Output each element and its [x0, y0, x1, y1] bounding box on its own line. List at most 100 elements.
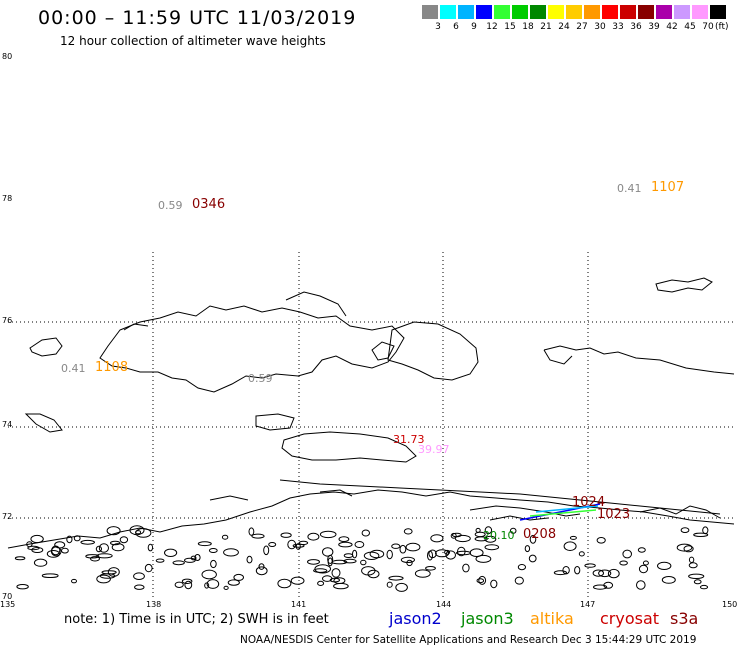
- lake: [85, 554, 100, 559]
- lake: [693, 532, 709, 537]
- coast-segment: [489, 515, 549, 521]
- legend-label: 36: [630, 22, 642, 32]
- lake: [227, 579, 240, 586]
- lake: [702, 526, 709, 535]
- coast-segment: [209, 495, 249, 501]
- lake: [33, 558, 48, 567]
- lake: [391, 543, 401, 549]
- observation-time: 1023: [597, 507, 631, 522]
- lake: [73, 535, 81, 542]
- legend-swatch: [422, 5, 438, 19]
- lake: [258, 563, 265, 570]
- lake: [184, 580, 193, 590]
- lake: [484, 535, 497, 543]
- coast-segment: [279, 479, 721, 515]
- legend-swatch: [512, 5, 528, 19]
- lake: [405, 542, 421, 552]
- lake: [144, 563, 153, 573]
- lake: [106, 526, 121, 536]
- lake: [598, 569, 612, 578]
- legend-label: 21: [540, 22, 552, 32]
- lake: [688, 556, 695, 563]
- lake: [636, 580, 646, 590]
- lake: [427, 550, 433, 561]
- legend-label: 45: [684, 22, 696, 32]
- lake: [578, 551, 585, 557]
- lake: [133, 572, 145, 581]
- coast-segment: [319, 489, 353, 497]
- lake: [478, 575, 487, 585]
- lat-label: 74: [2, 420, 13, 429]
- lake: [509, 527, 517, 534]
- lake: [107, 567, 120, 577]
- lake: [638, 564, 649, 574]
- lake: [322, 547, 334, 557]
- lake: [395, 582, 408, 592]
- lon-label: 138: [146, 600, 162, 609]
- lake: [430, 534, 444, 543]
- lake: [514, 576, 524, 585]
- lake: [14, 556, 26, 561]
- lake: [484, 544, 500, 551]
- wave-height-value: 0.59: [248, 372, 273, 385]
- lake: [251, 533, 265, 539]
- lake: [603, 581, 614, 589]
- lake: [637, 547, 646, 553]
- lake: [425, 566, 436, 571]
- lake: [280, 532, 292, 538]
- lake: [329, 577, 340, 583]
- lake: [268, 542, 277, 547]
- observation-time: 0346: [192, 197, 226, 212]
- lake: [661, 576, 676, 584]
- wave-height-value: 39.97: [418, 443, 450, 456]
- lake: [41, 573, 59, 579]
- observation-time: 1108: [95, 360, 129, 375]
- wave-height-value: 0.41: [61, 362, 86, 375]
- lake: [233, 573, 244, 581]
- lake: [688, 562, 698, 569]
- lake: [147, 543, 154, 552]
- lake: [54, 541, 66, 549]
- coast-segment: [543, 349, 573, 365]
- lake: [313, 568, 328, 573]
- lake: [208, 548, 218, 553]
- kotelny-island: [99, 305, 405, 393]
- lake: [66, 535, 73, 544]
- legend-swatch: [440, 5, 456, 19]
- lake: [657, 561, 672, 571]
- lake: [290, 576, 305, 585]
- lake: [181, 578, 193, 584]
- wave-height-value: 0.59: [158, 199, 183, 212]
- coast-segment: [543, 345, 735, 375]
- lake: [16, 584, 29, 590]
- coast-segment: [639, 505, 721, 519]
- lake: [164, 548, 178, 557]
- lake: [96, 574, 111, 584]
- coast-segment: [285, 291, 347, 317]
- legend-swatch: [638, 5, 654, 19]
- lake: [277, 578, 292, 589]
- lake: [693, 579, 702, 585]
- lake: [414, 569, 431, 578]
- lake: [574, 566, 581, 575]
- lake: [194, 554, 201, 561]
- lake: [295, 543, 301, 550]
- lake: [403, 528, 413, 535]
- lake: [343, 553, 354, 558]
- lake: [592, 569, 604, 577]
- lake: [361, 529, 370, 537]
- lake: [338, 536, 350, 542]
- lake: [71, 578, 77, 584]
- legend-swatch: [674, 5, 690, 19]
- satellite-s3a: s3a: [670, 609, 699, 628]
- lake: [450, 532, 457, 539]
- lake: [569, 535, 577, 540]
- observation-time: 1024: [572, 495, 606, 510]
- lake: [197, 541, 212, 547]
- lake: [584, 563, 596, 568]
- jeannette-island: [655, 277, 713, 293]
- legend-label: 3: [435, 22, 441, 32]
- wave-height-value: 20.10: [483, 529, 515, 542]
- legend-label: 24: [558, 22, 570, 32]
